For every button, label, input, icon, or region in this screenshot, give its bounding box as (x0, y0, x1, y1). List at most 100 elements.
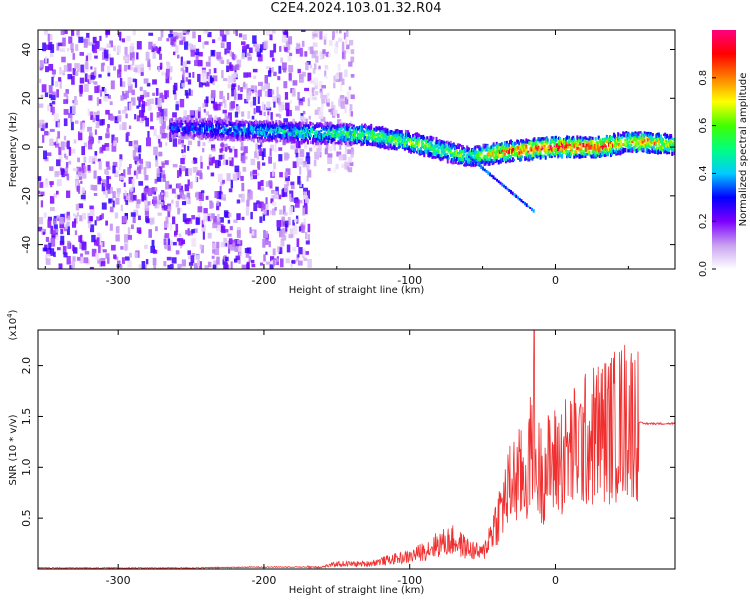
heatmap-cell (663, 149, 666, 154)
heatmap-cell (321, 101, 324, 111)
heatmap-cell (441, 150, 444, 153)
heatmap-cell (65, 89, 69, 94)
heatmap-cell (673, 137, 675, 141)
heatmap-cell (526, 156, 529, 161)
heatmap-cell (590, 154, 593, 159)
heatmap-cell (225, 256, 229, 262)
heatmap-cell (239, 127, 242, 131)
heatmap-cell (38, 176, 42, 182)
heatmap-cell (494, 157, 497, 162)
heatmap-cell (381, 125, 384, 131)
heatmap-cell (617, 132, 620, 137)
heatmap-cell (244, 120, 247, 124)
heatmap-cell (634, 133, 637, 137)
heatmap-cell (184, 197, 189, 204)
heatmap-cell (260, 131, 263, 135)
heatmap-cell (504, 143, 507, 148)
heatmap-cell (41, 84, 47, 93)
heatmap-cell (491, 148, 494, 152)
heatmap-cell (243, 122, 246, 126)
heatmap-cell (132, 150, 137, 157)
heatmap-cell (159, 125, 163, 135)
heatmap-cell (320, 137, 323, 142)
heatmap-cell (266, 261, 271, 265)
heatmap-cell (186, 122, 189, 128)
heatmap-cell (557, 142, 560, 147)
heatmap-cell (355, 136, 358, 141)
heatmap-cell (88, 95, 93, 101)
heatmap-cell (294, 128, 297, 133)
heatmap-cell (558, 149, 561, 152)
heatmap-cell (106, 65, 111, 73)
heatmap-cell (490, 159, 493, 164)
heatmap-cell (119, 175, 125, 180)
heatmap-cell (511, 191, 514, 196)
heatmap-cell (238, 125, 241, 128)
heatmap-cell (119, 124, 122, 130)
heatmap-cell (507, 143, 510, 147)
heatmap-cell (190, 126, 193, 131)
heatmap-cell (647, 149, 650, 152)
heatmap-cell (418, 143, 421, 147)
heatmap-cell (181, 132, 184, 138)
heatmap-cell (139, 86, 143, 92)
heatmap-cell (528, 156, 531, 162)
heatmap-cell (371, 132, 374, 136)
heatmap-cell (119, 78, 123, 87)
heatmap-cell (425, 139, 428, 145)
heatmap-cell (579, 142, 582, 146)
heatmap-cell (64, 153, 67, 158)
heatmap-cell (619, 140, 622, 143)
heatmap-cell (588, 147, 591, 150)
heatmap-cell (248, 120, 251, 124)
heatmap-cell (119, 154, 123, 161)
heatmap-cell (530, 142, 533, 148)
heatmap-cell (49, 128, 55, 132)
heatmap-cell (636, 136, 639, 140)
heatmap-cell (152, 196, 158, 205)
heatmap-cell (596, 150, 599, 154)
heatmap-cell (478, 164, 481, 167)
heatmap-cell (465, 160, 468, 164)
heatmap-cell (226, 59, 230, 65)
heatmap-cell (259, 262, 264, 266)
heatmap-cell (269, 125, 272, 129)
heatmap-cell (471, 148, 474, 153)
heatmap-cell (324, 132, 327, 135)
heatmap-cell (531, 152, 534, 158)
heatmap-cell (283, 138, 286, 141)
heatmap-cell (415, 139, 418, 144)
heatmap-cell (180, 166, 185, 171)
heatmap-cell (622, 143, 625, 147)
heatmap-cell (46, 247, 51, 256)
heatmap-cell (463, 164, 466, 167)
heatmap-cell (203, 108, 206, 113)
heatmap-cell (221, 125, 224, 129)
heatmap-cell (348, 61, 353, 67)
heatmap-cell (226, 41, 231, 51)
heatmap-cell (288, 65, 294, 73)
heatmap-cell (238, 127, 241, 131)
heatmap-cell (513, 158, 516, 162)
heatmap-cell (551, 146, 554, 152)
heatmap-cell (201, 137, 204, 140)
heatmap-cell (204, 134, 207, 140)
heatmap-cell (302, 129, 305, 133)
heatmap-cell (505, 140, 508, 145)
heatmap-cell (347, 126, 350, 131)
heatmap-cell (629, 143, 632, 146)
heatmap-cell (124, 106, 127, 111)
heatmap-cell (241, 135, 244, 141)
heatmap-cell (105, 170, 110, 176)
heatmap-cell (264, 91, 268, 97)
heatmap-cell (48, 85, 53, 94)
heatmap-cell (556, 154, 559, 159)
heatmap-cell (534, 140, 537, 146)
heatmap-cell (488, 158, 491, 162)
heatmap-cell (174, 92, 177, 100)
heatmap-cell (561, 153, 564, 159)
heatmap-cell (386, 146, 389, 149)
heatmap-cell (42, 247, 47, 252)
heatmap-cell (567, 141, 570, 145)
heatmap-cell (224, 137, 227, 140)
